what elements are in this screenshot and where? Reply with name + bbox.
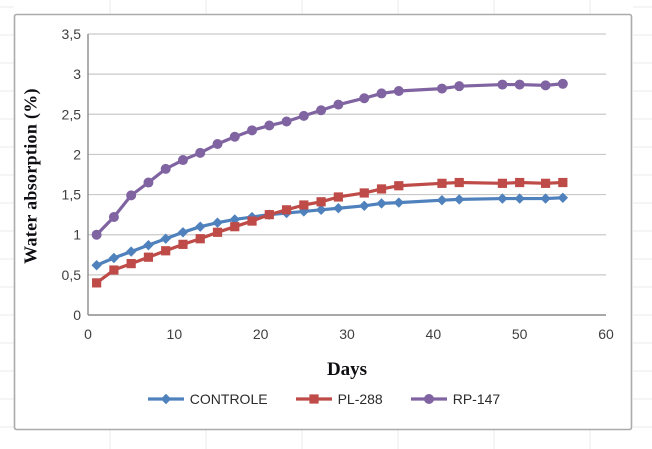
legend-item-rp-147: RP-147 xyxy=(409,391,500,407)
y-axis-title: Water absorption (%) xyxy=(20,88,41,264)
x-tick-label: 20 xyxy=(253,326,269,342)
x-tick-label: 0 xyxy=(84,326,92,342)
series-rp-147 xyxy=(91,78,568,240)
y-tick-label: 0 xyxy=(73,307,81,323)
legend-label: RP-147 xyxy=(452,391,501,407)
legend-circle-marker-icon xyxy=(410,394,447,404)
y-axis-tick-labels: 0 0,5 1 1,5 2 2,5 3 3,5 xyxy=(62,26,82,323)
y-tick-label: 1 xyxy=(73,227,81,243)
x-tick-label: 50 xyxy=(512,326,528,342)
legend-label: PL-288 xyxy=(337,391,383,407)
legend-square-marker-icon xyxy=(295,394,332,404)
x-axis-tick-labels: 0 10 20 30 40 50 60 xyxy=(84,326,614,342)
series-controle xyxy=(91,192,569,271)
y-tick-label: 2,5 xyxy=(62,106,82,122)
y-tick-label: 0,5 xyxy=(62,267,82,283)
legend-diamond-marker-icon xyxy=(147,393,184,405)
x-tick-label: 10 xyxy=(167,326,183,342)
y-tick-label: 3 xyxy=(73,66,81,82)
y-tick-label: 1,5 xyxy=(62,187,82,203)
chart-legend: CONTROLE PL-288 RP-147 xyxy=(14,391,632,407)
x-tick-label: 30 xyxy=(339,326,355,342)
x-tick-label: 40 xyxy=(426,326,442,342)
data-series xyxy=(91,78,569,288)
legend-item-pl-288: PL-288 xyxy=(294,391,383,407)
x-axis-title: Days xyxy=(326,359,368,380)
series-pl-288 xyxy=(92,177,568,288)
legend-item-controle: CONTROLE xyxy=(146,391,268,407)
x-tick-label: 60 xyxy=(598,326,614,342)
chart-border xyxy=(13,13,633,431)
y-tick-label: 3,5 xyxy=(62,26,82,42)
axis-lines xyxy=(87,34,606,316)
y-tick-label: 2 xyxy=(73,146,81,162)
legend-label: CONTROLE xyxy=(189,391,268,407)
